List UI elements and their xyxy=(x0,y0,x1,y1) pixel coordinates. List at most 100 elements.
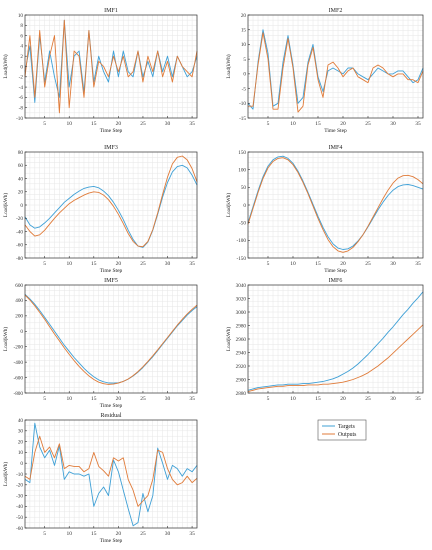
y-tick-label: -200 xyxy=(13,345,23,351)
legend-label-targets: Targets xyxy=(338,424,356,430)
y-tick-label: -50 xyxy=(239,220,246,226)
chart-title: IMF1 xyxy=(104,8,118,14)
y-tick-label: 6 xyxy=(20,33,23,39)
x-tick-label: 20 xyxy=(116,396,122,402)
series-line-outputs xyxy=(247,324,424,393)
x-tick-label: 10 xyxy=(66,531,72,537)
chart-panel-6: 5 10 15 20 25 30 35 3040 3020 3000 2980 2960 2940 292… xyxy=(225,278,424,402)
chart-panel-2: 5 10 15 20 25 30 35 20 15 10 5 0 -5 -10 -15 IMF2 Time St… xyxy=(225,8,424,134)
y-tick-label: -400 xyxy=(13,360,23,366)
y-tick-label: -40 xyxy=(16,229,23,235)
y-tick-label: 2 xyxy=(20,54,23,60)
x-tick-label: 25 xyxy=(365,121,371,127)
x-tick-label: 5 xyxy=(267,261,270,267)
y-tick-label: 3020 xyxy=(236,296,247,302)
x-tick-label: 10 xyxy=(290,261,296,267)
y-tick-label: 20 xyxy=(241,13,247,19)
chart-panel-4: 5 10 15 20 25 30 35 150 100 50 0 -50 -100 -150 IMF4 Tim… xyxy=(225,145,424,274)
y-axis-label: Load(kWh) xyxy=(225,193,232,217)
series-line-outputs xyxy=(24,294,198,385)
y-tick-label: 0 xyxy=(243,203,246,209)
x-tick-label: 20 xyxy=(340,261,346,267)
x-tick-label: 25 xyxy=(140,261,146,267)
x-tick-label: 30 xyxy=(390,396,396,402)
x-tick-label: 30 xyxy=(390,121,396,127)
x-tick-label: 35 xyxy=(415,121,421,127)
y-tick-label: 20 xyxy=(18,439,24,445)
series-line-targets xyxy=(24,164,198,248)
x-tick-label: 35 xyxy=(189,531,195,537)
y-tick-label: 5 xyxy=(243,57,246,63)
x-axis-label: Time Step xyxy=(100,268,123,274)
y-axis-label: Load(kWh) xyxy=(2,54,9,78)
chart-title: Residual xyxy=(101,413,122,419)
x-axis-label: Time Step xyxy=(100,538,123,544)
series-line-outputs xyxy=(247,157,424,253)
x-tick-label: 25 xyxy=(140,531,146,537)
series-line-targets xyxy=(247,291,424,391)
chart-title: IMF3 xyxy=(104,145,118,151)
y-tick-label: 2980 xyxy=(236,323,247,329)
y-tick-label: -10 xyxy=(16,116,23,122)
y-axis-label: Load(kWh) xyxy=(2,327,9,351)
y-tick-label: -100 xyxy=(236,238,246,244)
y-tick-label: 3000 xyxy=(236,310,247,316)
x-tick-label: 20 xyxy=(340,121,346,127)
series-line-targets xyxy=(24,422,198,527)
y-tick-label: -20 xyxy=(16,483,23,489)
y-tick-label: 200 xyxy=(15,314,23,320)
x-tick-label: 20 xyxy=(116,531,122,537)
y-tick-label: 2900 xyxy=(236,377,247,383)
y-tick-label: 2940 xyxy=(236,350,247,356)
x-tick-label: 25 xyxy=(140,396,146,402)
chart-title: IMF5 xyxy=(104,278,118,284)
x-tick-label: 15 xyxy=(91,396,97,402)
y-tick-label: 50 xyxy=(241,185,247,191)
y-tick-label: -2 xyxy=(19,75,24,81)
legend-box xyxy=(317,419,367,441)
x-tick-label: 25 xyxy=(140,121,146,127)
x-tick-label: 30 xyxy=(390,261,396,267)
x-tick-label: 20 xyxy=(116,261,122,267)
chart-panel-5: 5 10 15 20 25 30 35 600 400 200 0 -200 -400 -600 -800 I… xyxy=(2,278,198,409)
y-tick-label: -600 xyxy=(13,375,23,381)
x-tick-label: 15 xyxy=(91,531,97,537)
x-tick-label: 35 xyxy=(189,121,195,127)
y-tick-label: -8 xyxy=(19,106,24,112)
y-axis-label: Load(kWh) xyxy=(2,462,9,486)
y-tick-label: 150 xyxy=(238,150,246,156)
y-tick-label: -10 xyxy=(16,472,23,478)
y-tick-label: 10 xyxy=(18,13,24,19)
y-tick-label: 2960 xyxy=(236,337,247,343)
x-axis-label: Time Step xyxy=(100,128,123,134)
y-tick-label: -4 xyxy=(19,85,24,91)
chart-title: IMF2 xyxy=(329,8,343,14)
y-tick-label: 0 xyxy=(20,329,23,335)
x-tick-label: 10 xyxy=(290,396,296,402)
y-tick-label: -10 xyxy=(239,101,246,107)
y-tick-label: 0 xyxy=(20,203,23,209)
y-tick-label: 2920 xyxy=(236,364,247,370)
y-tick-label: -5 xyxy=(242,86,247,92)
y-axis-label: Load(kWh) xyxy=(225,327,232,351)
y-tick-label: -80 xyxy=(16,256,23,262)
y-tick-label: -30 xyxy=(16,493,23,499)
series-line-targets xyxy=(247,155,424,250)
x-tick-label: 35 xyxy=(189,396,195,402)
y-tick-label: 15 xyxy=(241,28,247,34)
plot-frame xyxy=(247,14,424,119)
series-line-outputs xyxy=(24,155,198,248)
x-tick-label: 15 xyxy=(91,261,97,267)
y-tick-label: 100 xyxy=(238,167,246,173)
chart-panel-1: 5 10 15 20 25 30 351086420-2-4-6-8-10IMF1Time … xyxy=(2,8,198,134)
y-tick-label: 20 xyxy=(18,190,24,196)
x-tick-label: 5 xyxy=(43,121,46,127)
x-tick-label: 15 xyxy=(315,396,321,402)
y-tick-label: -800 xyxy=(13,391,23,397)
y-tick-label: 40 xyxy=(18,176,24,182)
y-tick-label: 4 xyxy=(20,44,23,50)
x-tick-label: 5 xyxy=(43,396,46,402)
y-tick-label: 80 xyxy=(18,150,24,156)
x-tick-label: 10 xyxy=(66,121,72,127)
